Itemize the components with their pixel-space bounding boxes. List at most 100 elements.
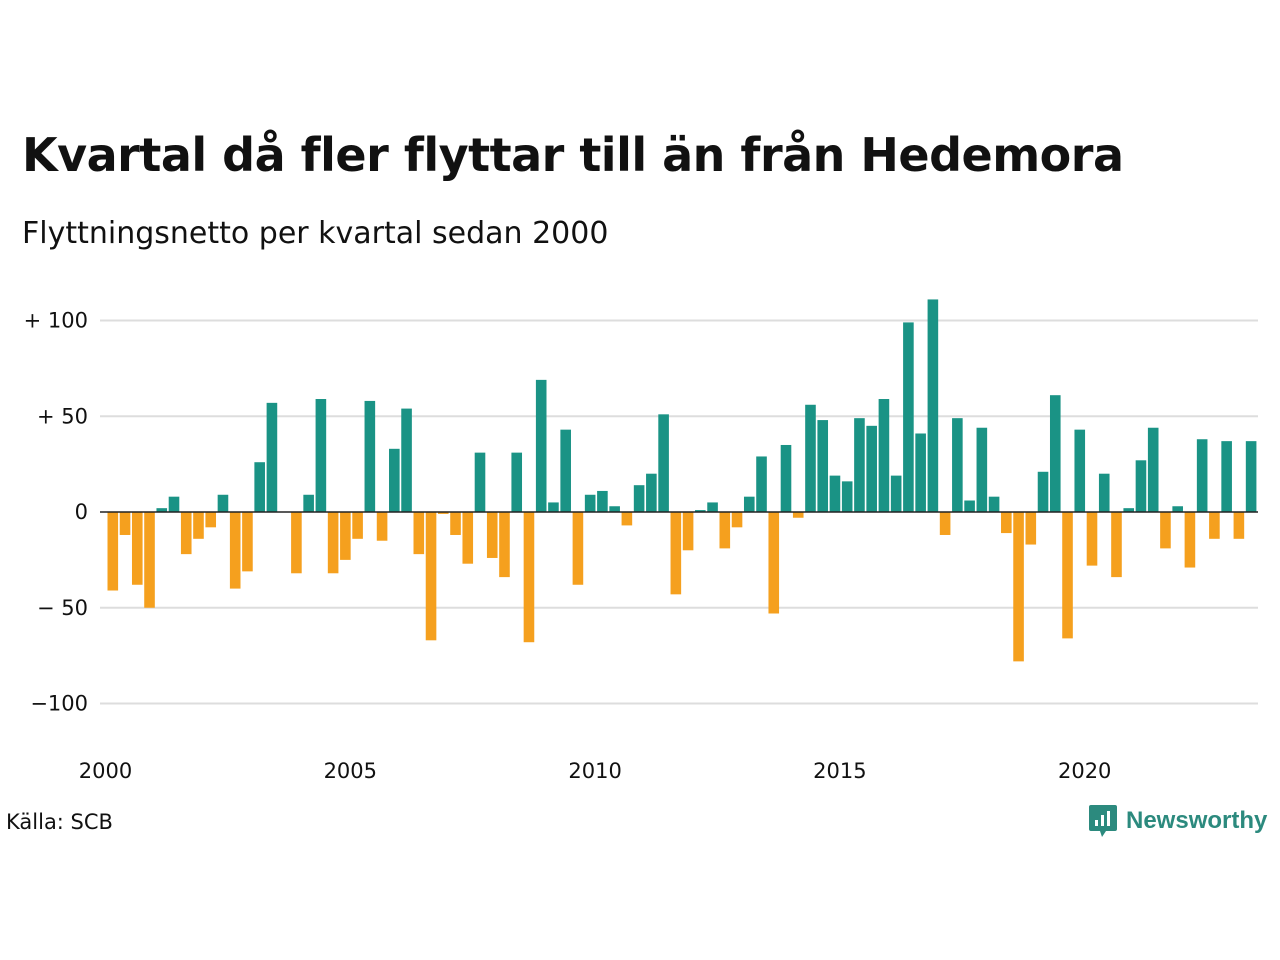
bars <box>107 299 1257 662</box>
brand-name: Newsworthy <box>1126 807 1268 834</box>
bar <box>266 402 278 513</box>
bar <box>107 512 119 591</box>
bar <box>915 433 926 513</box>
bar <box>1123 508 1135 512</box>
bar <box>792 512 804 518</box>
x-tick-label: 2010 <box>568 759 621 783</box>
bar <box>180 512 192 555</box>
bar <box>976 427 988 512</box>
bar <box>1172 506 1183 512</box>
bar <box>1037 471 1049 512</box>
bar <box>988 496 1000 512</box>
y-tick-label: − 50 <box>37 596 88 620</box>
bar <box>903 322 914 512</box>
bar <box>144 512 155 608</box>
bar <box>890 475 902 512</box>
bar <box>376 512 388 541</box>
bar <box>1074 429 1086 512</box>
x-tick-label: 2000 <box>79 759 132 783</box>
bar <box>1111 512 1122 578</box>
bar <box>340 512 351 560</box>
bar <box>1233 512 1245 539</box>
source-note: Källa: SCB <box>6 810 113 834</box>
bar <box>205 512 217 528</box>
bar <box>229 512 241 589</box>
bar <box>1062 512 1073 639</box>
chart-bubble-icon <box>1089 805 1117 837</box>
bar <box>597 490 608 513</box>
bar <box>841 481 853 512</box>
bar <box>548 502 559 512</box>
bar <box>695 510 706 512</box>
bar <box>291 512 302 574</box>
bar <box>1147 427 1159 512</box>
bar <box>829 475 841 512</box>
bar <box>584 494 596 512</box>
bar <box>572 512 584 585</box>
bar <box>878 399 890 512</box>
bar <box>352 512 363 539</box>
bar <box>168 496 180 512</box>
bar <box>743 496 755 512</box>
bar <box>621 512 633 526</box>
bar <box>156 508 168 512</box>
bar <box>609 506 620 512</box>
bar <box>805 404 816 512</box>
bar <box>1209 512 1220 539</box>
bar <box>780 444 792 513</box>
bar <box>462 512 474 564</box>
bar <box>511 452 523 512</box>
bar <box>731 512 743 528</box>
bar <box>1184 512 1196 568</box>
chart-title: Kvartal då fler flyttar till än från Hed… <box>22 128 1124 182</box>
bar <box>425 512 437 641</box>
bar <box>217 494 229 512</box>
bar <box>707 502 718 512</box>
brand-logo[interactable]: Newsworthy <box>1088 804 1267 838</box>
bar <box>927 299 939 512</box>
bar <box>1245 441 1257 512</box>
bar <box>1221 441 1232 512</box>
bar <box>486 512 498 558</box>
bar <box>1135 460 1147 512</box>
bar <box>242 512 253 572</box>
bar <box>1196 439 1208 512</box>
x-tick-label: 2005 <box>324 759 377 783</box>
y-tick-label: −100 <box>30 692 88 716</box>
y-tick-label: 0 <box>75 500 88 524</box>
bar <box>523 512 535 643</box>
bar <box>1049 395 1061 512</box>
y-tick-label: + 100 <box>24 309 88 333</box>
bar <box>303 494 314 512</box>
bar <box>670 512 682 595</box>
bar <box>327 512 339 574</box>
bar <box>658 414 669 512</box>
bar <box>939 512 951 535</box>
bar <box>535 379 547 512</box>
bar <box>817 420 829 512</box>
bar <box>964 500 975 512</box>
bar <box>401 408 412 512</box>
bar <box>254 462 265 512</box>
bar <box>193 512 204 539</box>
bar <box>646 473 657 512</box>
bar <box>499 512 510 578</box>
bar <box>866 425 877 512</box>
bar <box>682 512 694 551</box>
bar <box>364 400 376 512</box>
x-tick-label: 2020 <box>1058 759 1111 783</box>
bar <box>450 512 461 535</box>
x-tick-label: 2015 <box>813 759 866 783</box>
bar <box>1086 512 1098 566</box>
chart-subtitle: Flyttningsnetto per kvartal sedan 2000 <box>22 216 609 251</box>
bar <box>768 512 780 614</box>
bar <box>389 448 400 513</box>
bar <box>437 512 449 514</box>
bar <box>119 512 131 535</box>
bar <box>315 399 327 512</box>
bar <box>1001 512 1012 534</box>
y-tick-label: + 50 <box>37 404 88 428</box>
bar <box>474 452 486 512</box>
bar <box>952 418 963 512</box>
